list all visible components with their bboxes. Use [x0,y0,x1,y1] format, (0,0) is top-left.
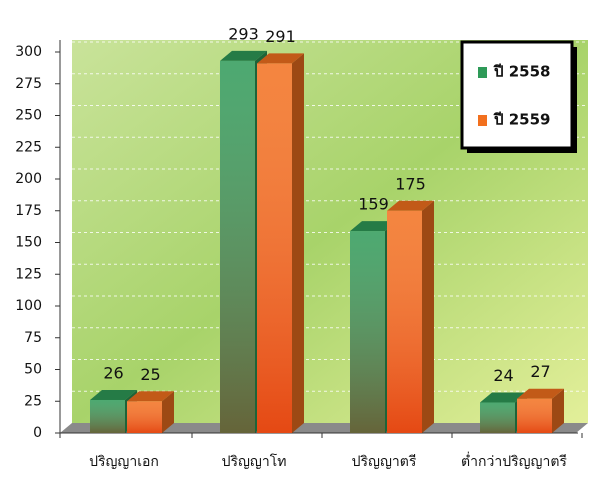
data-label: 26 [103,363,123,382]
bar [257,63,292,434]
bar-top [257,53,304,64]
data-label: 159 [358,195,389,214]
y-tick-label: 75 [24,330,42,346]
bar-top [480,392,527,403]
data-label: 291 [265,27,296,46]
bar [480,402,515,433]
data-label: 175 [395,174,426,193]
legend-box [460,40,574,150]
legend: ปี 2558 ปี 2559 [460,40,577,153]
y-tick-label: 200 [15,171,42,187]
y-tick-label: 100 [15,298,42,314]
y-tick-label: 25 [24,393,42,409]
x-tick-label: ปริญญาโท [221,454,287,470]
bar [350,231,385,433]
bar-top [350,221,397,232]
bar-side [162,391,174,433]
y-tick-label: 50 [24,362,42,378]
bar-top [220,50,267,61]
y-tick-label: 250 [15,108,42,124]
bar-top [127,391,174,402]
legend-swatch [478,67,487,78]
data-label: 27 [530,362,550,381]
bar [220,60,255,433]
legend-swatch [478,115,487,126]
y-tick-label: 225 [15,139,42,155]
x-tick-label: ต่ำกว่าปริญญาตรี [461,454,567,470]
y-tick-label: 300 [15,44,42,60]
floor [60,423,588,433]
bar [127,401,162,433]
bar-side [422,200,434,433]
bar [90,399,125,433]
y-tick-label: 0 [33,425,42,441]
y-tick-label: 150 [15,235,42,251]
bar-side [552,388,564,433]
bar-side [292,53,304,434]
bar-top [90,389,137,400]
y-tick-label: 125 [15,266,42,282]
legend-label: ปี 2559 [493,111,550,129]
bar-top [517,388,564,399]
bar [387,210,422,433]
y-tick-label: 275 [15,76,42,92]
x-tick-label: ปริญญาตรี [351,454,417,470]
data-label: 25 [140,365,160,384]
bar-top [387,200,434,211]
data-label: 293 [228,24,259,43]
legend-label: ปี 2558 [493,63,550,81]
data-label: 24 [493,366,513,385]
x-tick-label: ปริญญาเอก [89,454,159,470]
bar [517,398,552,433]
y-tick-label: 175 [15,203,42,219]
